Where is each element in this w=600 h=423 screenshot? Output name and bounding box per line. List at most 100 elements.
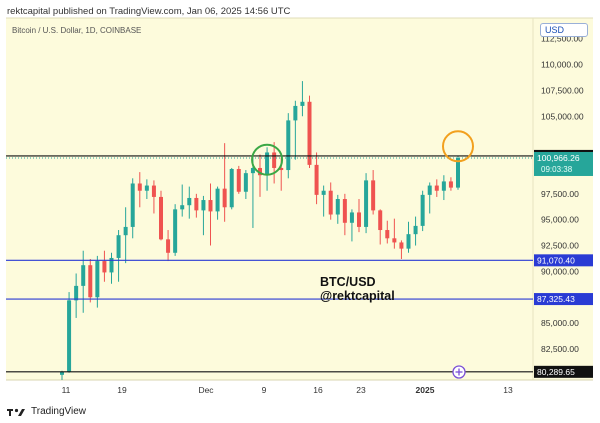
- candle-up: [364, 180, 369, 227]
- candle-down: [272, 152, 277, 168]
- candle-up: [187, 197, 192, 206]
- y-tick-label: 82,500.00: [541, 344, 579, 354]
- annotation-handle: @rektcapital: [320, 289, 395, 303]
- level-price-tag: [534, 293, 593, 306]
- orange-circle-highlight: [442, 130, 474, 163]
- candle-up: [243, 173, 248, 192]
- y-tick-label: 90,000.00: [541, 266, 579, 276]
- candle-down: [385, 230, 390, 239]
- candle-up: [420, 194, 425, 226]
- y-tick-label: 110,000.00: [541, 60, 583, 70]
- green-circle-highlight: [251, 143, 284, 176]
- candle-down: [328, 190, 333, 215]
- candle-up: [250, 167, 255, 174]
- candle-up: [130, 183, 135, 227]
- candle-down: [378, 210, 383, 231]
- x-tick-label: Dec: [198, 385, 214, 395]
- candle-up: [81, 265, 86, 286]
- candle-up: [116, 235, 121, 258]
- candle-down: [194, 197, 199, 211]
- candle-up: [67, 300, 72, 372]
- last-price-tag: [534, 151, 593, 176]
- candle-down: [159, 196, 163, 240]
- candle-down: [279, 167, 284, 171]
- candle-up: [74, 285, 79, 301]
- x-tick-label: 13: [503, 385, 513, 395]
- y-tick-label: 95,000.00: [541, 215, 579, 225]
- bar-countdown: 09:03:38: [541, 165, 573, 174]
- candle-down: [258, 167, 262, 176]
- candle-down: [236, 169, 241, 192]
- plot-background: [6, 18, 533, 380]
- candle-up: [201, 200, 206, 211]
- candle-up: [286, 120, 291, 171]
- y-tick-label: 92,500.00: [541, 241, 579, 251]
- candle-down: [151, 185, 156, 197]
- candle-down: [448, 181, 453, 188]
- candle-up: [335, 199, 340, 215]
- candle-down: [102, 261, 107, 273]
- publish-info: rektcapital published on TradingView.com…: [7, 6, 291, 17]
- candle-up: [95, 261, 100, 298]
- currency-label: USD: [545, 25, 565, 35]
- last-price-label: 100,966.26: [537, 153, 580, 163]
- level-price-label: 91,070.40: [537, 255, 575, 265]
- candle-up: [349, 212, 354, 223]
- level-price-label: 80,289.65: [537, 367, 575, 377]
- candle-up: [265, 152, 270, 176]
- x-tick-label: 2025: [416, 385, 435, 395]
- candle-up: [229, 169, 234, 208]
- candle-up: [427, 185, 432, 195]
- level-price-tag: [534, 254, 593, 267]
- candle-up: [123, 226, 128, 236]
- candle-down: [357, 212, 361, 227]
- y-tick-label: 107,500.00: [541, 85, 584, 95]
- candle-up: [293, 105, 298, 121]
- x-tick-label: 16: [313, 385, 323, 395]
- x-tick-label: 9: [262, 385, 267, 395]
- tradingview-icon: [7, 408, 25, 416]
- currency-dropdown[interactable]: USD: [540, 23, 588, 37]
- candle-down: [222, 188, 227, 208]
- candle-up: [441, 181, 446, 191]
- candle-up: [60, 371, 64, 375]
- candle-down: [392, 238, 397, 243]
- candle-up: [406, 234, 411, 249]
- y-tick-label: 105,000.00: [541, 111, 584, 121]
- candle-up: [215, 188, 220, 212]
- publish-header: rektcapital published on TradingView.com…: [0, 0, 600, 20]
- symbol-description: Bitcoin / U.S. Dollar, 1D, COINBASE: [12, 26, 141, 35]
- candle-up: [300, 101, 305, 106]
- candle-up: [413, 225, 418, 235]
- x-tick-label: 19: [117, 385, 127, 395]
- candle-down: [434, 185, 439, 191]
- candle-up: [173, 209, 178, 253]
- candle-up: [180, 205, 185, 210]
- candle-down: [371, 180, 376, 211]
- candle-down: [314, 164, 319, 195]
- annotation-pair: BTC/USD: [320, 275, 376, 289]
- x-tick-label: 11: [62, 385, 71, 395]
- y-tick-label: 85,000.00: [541, 318, 579, 328]
- y-tick-label: 112,500.00: [541, 34, 583, 44]
- level-price-label: 87,325.43: [537, 294, 575, 304]
- candle-up: [456, 157, 460, 188]
- candle-down: [307, 101, 312, 165]
- y-tick-label: 97,500.00: [541, 189, 579, 199]
- candle-down: [88, 265, 93, 298]
- candle-down: [399, 242, 404, 249]
- candle-up: [144, 185, 149, 191]
- price-axis-background: [533, 18, 593, 380]
- candle-up: [321, 190, 326, 195]
- candle-down: [342, 199, 347, 223]
- candle-down: [137, 183, 142, 191]
- candle-down: [166, 239, 171, 253]
- tradingview-logo: TradingView: [7, 406, 86, 417]
- candle-up: [109, 257, 114, 273]
- brand-name: TradingView: [31, 406, 87, 417]
- level-price-tag: [534, 365, 593, 378]
- candle-down: [208, 200, 213, 212]
- x-tick-label: 23: [356, 385, 366, 395]
